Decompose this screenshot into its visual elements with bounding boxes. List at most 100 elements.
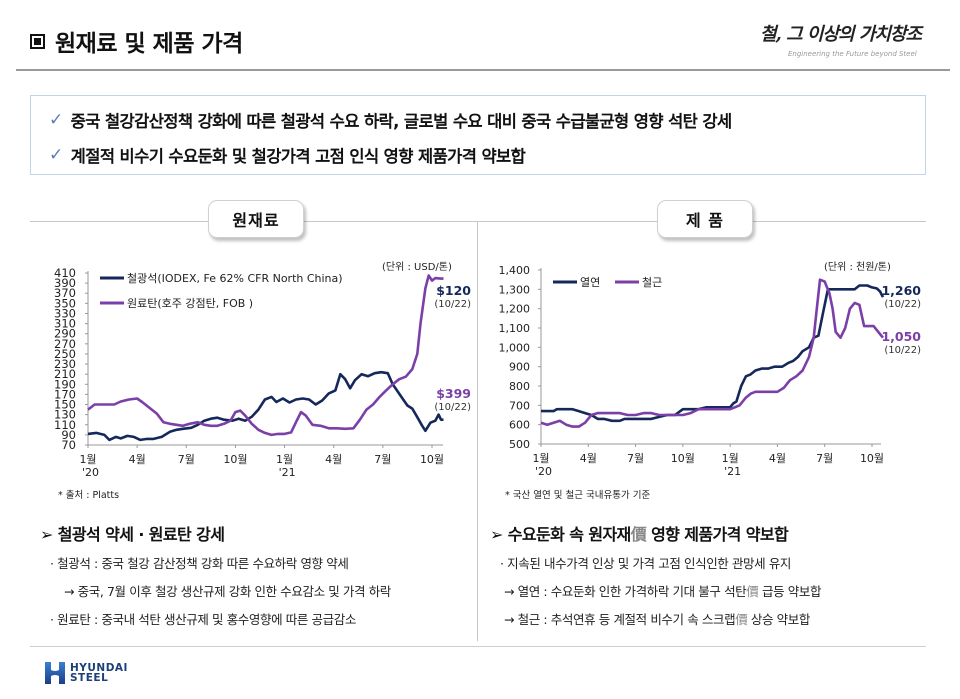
bullet-text-end: 급등 약보합: [758, 584, 822, 599]
product-y-tick-label: 500: [509, 438, 530, 451]
product-chart-group: 500 600 700 800 900 1,000 1,100 1,200 1,300 1,400…: [499, 264, 922, 478]
summary-text: 계절적 비수기 수요둔화 및 철강가격 고점 인식 영향 제품가격 약보합: [70, 147, 526, 166]
product-x-tick-label: 4월: [580, 452, 597, 465]
raw-y-tick-label: 130: [54, 408, 76, 422]
product-y-tick-label: 1,300: [499, 283, 531, 296]
raw-y-tick-label: 90: [61, 428, 76, 442]
footer-divider: [30, 646, 926, 647]
product-end-date-label: (10/22): [884, 299, 921, 310]
hyundai-steel-logo: HYUNDAI STEEL: [44, 661, 128, 685]
product-y-tick-label: 1,200: [499, 303, 531, 316]
raw-end-value-label: $120: [436, 283, 471, 298]
raw-x-tick-label: 10월: [223, 453, 247, 466]
product-heading-text: 수요둔화 속 원자재: [507, 525, 632, 544]
raw-heading: ➢ 철광석 약세 · 원료탄 강세: [40, 521, 225, 545]
raw-y-tick-label: 350: [54, 296, 76, 310]
check-icon: ✓: [49, 145, 63, 165]
section-divider: [30, 221, 926, 222]
logo-text-hyundai: HYUNDAI: [70, 662, 128, 674]
square-bullet-icon: [30, 33, 45, 49]
raw-y-tick-label: 330: [54, 306, 76, 320]
raw-y-tick-label: 410: [54, 266, 76, 280]
raw-x-tick-label: 7월: [374, 453, 391, 466]
raw-source-note: * 출처 : Platts: [58, 490, 120, 501]
raw-x-tick-label: 7월: [178, 453, 195, 466]
price-hanja: 價: [735, 612, 748, 627]
raw-series-line-1: [87, 274, 444, 437]
raw-bullet: · 원료탄 : 중국내 석탄 생산규제 및 홍수영향에 따른 공급감소: [50, 612, 356, 627]
summary-box: ✓ 중국 철강감산정책 강화에 따른 철광석 수요 하락, 글로벌 수요 대비 …: [30, 95, 926, 175]
raw-unit-label: (단위 : USD/톤): [382, 262, 452, 273]
raw-legend-label: 철광석(IODEX, Fe 62% CFR North China): [127, 272, 343, 285]
product-unit-label: (단위 : 천원/톤): [824, 262, 891, 273]
slogan-korean: 철, 그 이상의 가치창조: [760, 24, 922, 45]
product-y-tick-label: 1,400: [499, 264, 531, 277]
raw-heading-text: 철광석 약세 · 원료탄 강세: [57, 525, 225, 544]
product-end-value-label: 1,050: [881, 329, 921, 344]
product-series-line-0: [541, 284, 885, 423]
raw-y-tick-label: 230: [54, 357, 76, 371]
tab-products: 제 품: [657, 200, 753, 238]
arrow-bullet-icon: ➢: [490, 525, 508, 544]
product-y-tick-label: 600: [509, 419, 530, 432]
raw-x-tick-label: 4월: [325, 453, 342, 466]
tab-raw-materials: 원재료: [208, 200, 304, 238]
raw-y-tick-label: 110: [54, 418, 76, 432]
bullet-text-end: 상승 약보합: [747, 612, 810, 627]
product-bullet: → 열연 : 수요둔화 인한 가격하락 기대 불구 석탄價 급등 약보합: [504, 581, 821, 600]
summary-item: ✓ 중국 철강감산정책 강화에 따른 철광석 수요 하락, 글로벌 수요 대비 …: [49, 108, 732, 132]
product-legend-label: 철근: [642, 276, 662, 289]
product-x-tick-label: 4월: [769, 452, 786, 465]
raw-y-tick-label: 70: [61, 438, 76, 452]
product-heading: ➢ 수요둔화 속 원자재價 영향 제품가격 약보합: [490, 521, 789, 545]
product-heading-text-end: 영향 제품가격 약보합: [646, 525, 789, 544]
summary-item: ✓ 계절적 비수기 수요둔화 및 철강가격 고점 인식 영향 제품가격 약보합: [49, 143, 526, 167]
product-bullet: · 지속된 내수가격 인상 및 가격 고점 인식인한 관망세 유지: [500, 553, 791, 572]
raw-x-year-label: '21: [279, 466, 296, 479]
raw-y-tick-label: 210: [54, 367, 76, 381]
product-x-tick-label: 7월: [816, 452, 833, 465]
raw-end-value-label: $399: [436, 386, 471, 401]
raw-y-tick-label: 270: [54, 337, 76, 351]
raw-bullet: → 중국, 7월 이후 철강 생산규제 강화 인한 수요감소 및 가격 하락: [64, 584, 391, 599]
raw-x-tick-label: 1월: [79, 453, 96, 466]
raw-end-date-label: (10/22): [434, 402, 471, 413]
raw-y-tick-label: 170: [54, 387, 76, 401]
product-x-tick-label: 10월: [860, 452, 884, 465]
check-icon: ✓: [49, 110, 63, 130]
product-x-year-label: '20: [535, 465, 552, 478]
raw-x-tick-label: 4월: [129, 453, 146, 466]
raw-bullet: · 철광석 : 중국 철강 감산정책 강화 따른 수요하락 영향 약세: [50, 556, 349, 571]
raw-y-tick-label: 250: [54, 347, 76, 361]
bullet-text: · 지속된 내수가격 인상 및 가격 고점 인식인한 관망세 유지: [500, 556, 792, 571]
product-bullet: → 철근 : 추석연휴 등 계절적 비수기 속 스크랩價 상승 약보합: [504, 609, 810, 628]
raw-legend-label: 원료탄(호주 강점탄, FOB ): [127, 297, 253, 310]
slogan-english: Engineering the Future beyond Steel: [788, 50, 917, 58]
raw-y-tick-label: 370: [54, 286, 76, 300]
hyundai-h-icon: [45, 662, 65, 684]
raw-series-line-0: [87, 370, 444, 442]
bullet-text: → 철근 : 추석연휴 등 계절적 비수기 속 스크랩: [504, 612, 736, 627]
product-end-value-label: 1,260: [881, 283, 921, 298]
summary-text: 중국 철강감산정책 강화에 따른 철광석 수요 하락, 글로벌 수요 대비 중국…: [70, 112, 732, 131]
page-title: 원재료 및 제품 가격: [30, 24, 243, 58]
raw-x-year-label: '20: [82, 466, 99, 479]
product-y-tick-label: 700: [509, 399, 530, 412]
product-x-tick-label: 7월: [627, 452, 644, 465]
raw-x-tick-label: 10월: [420, 453, 444, 466]
raw-y-tick-label: 290: [54, 327, 76, 341]
vertical-divider: [477, 221, 478, 641]
product-x-tick-label: 10월: [671, 452, 695, 465]
product-x-tick-label: 1월: [722, 452, 739, 465]
product-legend-label: 열연: [580, 276, 600, 289]
product-y-tick-label: 1,100: [499, 322, 531, 335]
slogan-logo: 철, 그 이상의 가치창조 Engineering the Future bey…: [760, 20, 940, 60]
product-series-line-1: [540, 278, 885, 428]
raw-y-tick-label: 150: [54, 398, 76, 412]
raw-y-tick-label: 190: [54, 377, 76, 391]
product-x-year-label: '21: [724, 465, 741, 478]
product-y-tick-label: 800: [509, 380, 530, 393]
product-x-tick-label: 1월: [532, 452, 549, 465]
header-divider-right: [790, 69, 950, 71]
price-hanja: 價: [630, 525, 647, 544]
